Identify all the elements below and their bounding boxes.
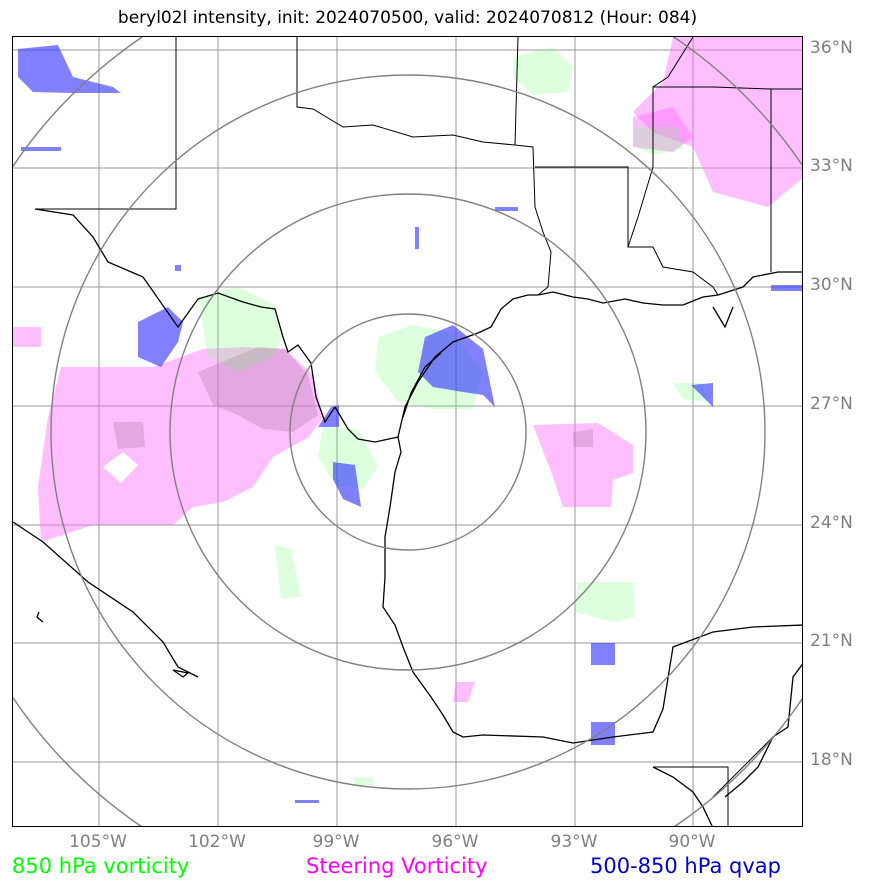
lon-label-105: 105°W xyxy=(69,832,127,852)
lat-label-18: 18°N xyxy=(810,750,853,770)
legend-steering-vorticity: Steering Vorticity xyxy=(306,854,488,878)
white-hole xyxy=(103,452,138,483)
map-area[interactable] xyxy=(12,36,803,827)
graticule xyxy=(13,37,802,826)
overlap-field xyxy=(113,347,593,449)
lat-label-27: 27°N xyxy=(810,394,853,414)
legend-qvap: 500-850 hPa qvap xyxy=(590,854,781,878)
lon-label-93: 93°W xyxy=(550,832,598,852)
map-title: beryl02l intensity, init: 2024070500, va… xyxy=(117,8,698,28)
lat-label-30: 30°N xyxy=(810,275,853,295)
range-rings xyxy=(13,37,802,826)
lon-label-96: 96°W xyxy=(431,832,479,852)
map-canvas xyxy=(13,37,802,826)
lon-label-90: 90°W xyxy=(668,832,716,852)
lon-label-102: 102°W xyxy=(188,832,246,852)
lon-label-99: 99°W xyxy=(312,832,360,852)
legend-850-vorticity: 850 hPa vorticity xyxy=(12,854,190,878)
lat-label-33: 33°N xyxy=(810,156,853,176)
qvap-field xyxy=(18,45,802,803)
steering-vorticity-field xyxy=(13,37,802,702)
political-borders xyxy=(35,37,802,826)
lat-label-24: 24°N xyxy=(810,513,853,533)
lat-label-36: 36°N xyxy=(810,38,853,58)
lat-label-21: 21°N xyxy=(810,631,853,651)
coastlines xyxy=(13,208,802,826)
